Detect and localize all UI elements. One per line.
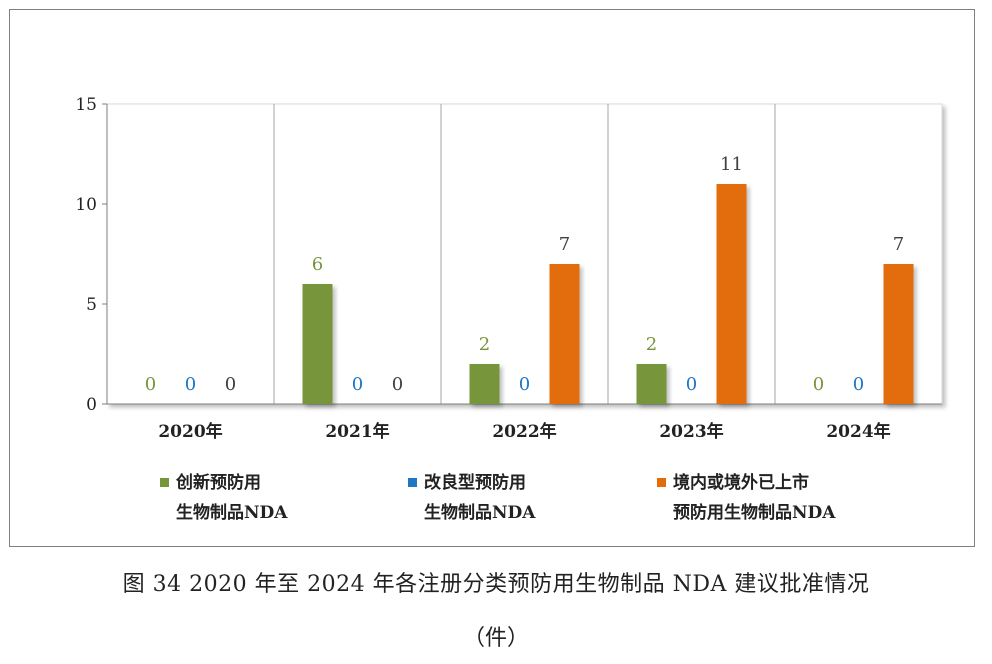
chart-svg: 0 5 10 15 0 0 0 2020年 6 0 0 2021年 2 0 7 2022年 2 0 11 2023年 0… xyxy=(75,95,943,523)
y-tick-label: 5 xyxy=(86,295,97,315)
data-label: 0 xyxy=(185,374,196,395)
figure-caption-unit: （件） xyxy=(462,626,529,651)
bar-marketed xyxy=(549,264,580,404)
legend-swatch xyxy=(160,478,169,487)
y-tick-label: 10 xyxy=(75,195,97,215)
legend-swatch xyxy=(408,478,417,487)
x-tick-label: 2020年 xyxy=(158,421,222,442)
x-tick-label: 2022年 xyxy=(492,421,556,442)
legend-label: 生物制品NDA xyxy=(424,502,536,523)
legend-label: 预防用生物制品NDA xyxy=(673,502,836,523)
data-label: 0 xyxy=(519,374,530,395)
data-label: 2 xyxy=(646,334,657,355)
bar-marketed xyxy=(716,184,747,404)
x-tick-label: 2021年 xyxy=(325,421,389,442)
data-label: 2 xyxy=(479,334,490,355)
data-label: 11 xyxy=(720,154,743,175)
data-label: 0 xyxy=(225,374,236,395)
bar-marketed xyxy=(883,264,914,404)
chart-frame: 0 5 10 15 0 0 0 2020年 6 0 0 2021年 2 0 7 2022年 2 0 11 2023年 0… xyxy=(9,9,975,547)
legend-label: 创新预防用 xyxy=(175,472,261,493)
data-label: 6 xyxy=(312,254,323,275)
legend-label: 生物制品NDA xyxy=(176,502,288,523)
data-label: 0 xyxy=(686,374,697,395)
y-tick-label: 15 xyxy=(75,95,97,115)
x-tick-label: 2024年 xyxy=(826,421,890,442)
plot-area xyxy=(106,103,943,405)
legend-swatch xyxy=(657,478,666,487)
bar-innovative xyxy=(302,284,333,404)
data-label: 0 xyxy=(813,374,824,395)
legend-label: 改良型预防用 xyxy=(424,472,526,493)
y-tick-label: 0 xyxy=(86,395,97,415)
data-label: 7 xyxy=(559,234,570,255)
x-tick-label: 2023年 xyxy=(659,421,723,442)
legend-label: 境内或境外已上市 xyxy=(673,472,809,493)
bar-innovative xyxy=(469,364,500,404)
data-label: 7 xyxy=(893,234,904,255)
figure-caption: 图 34 2020 年至 2024 年各注册分类预防用生物制品 NDA 建议批准… xyxy=(122,572,870,597)
data-label: 0 xyxy=(352,374,363,395)
data-label: 0 xyxy=(145,374,156,395)
data-label: 0 xyxy=(392,374,403,395)
bar-innovative xyxy=(636,364,667,404)
data-label: 0 xyxy=(853,374,864,395)
